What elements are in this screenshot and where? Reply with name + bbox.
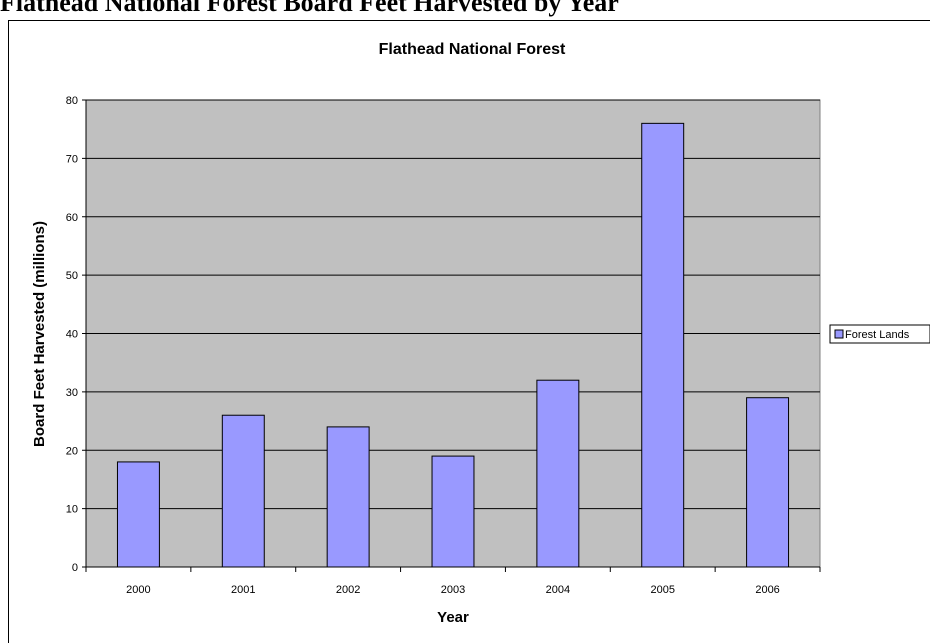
x-tick-label: 2002 [336, 584, 360, 596]
bar-2001 [221, 414, 265, 568]
x-axis-label: Year [437, 609, 469, 626]
bar-2000 [116, 461, 160, 568]
x-tick-label: 2000 [126, 584, 150, 596]
y-tick-label: 30 [66, 387, 78, 399]
x-tick-label: 2005 [650, 584, 674, 596]
x-axis: 2000 2001 2002 2003 2004 2005 2006 [85, 566, 821, 596]
bar-2004 [536, 379, 580, 568]
x-tick-label: 2003 [441, 584, 465, 596]
page-heading: Flathead National Forest Board Feet Harv… [0, 0, 619, 17]
y-tick-label: 10 [66, 504, 78, 516]
legend: Forest Lands [829, 324, 930, 344]
bar-2003 [431, 455, 475, 568]
chart-title: Flathead National Forest [379, 41, 566, 58]
bar-2006 [746, 397, 790, 568]
bar-2005 [641, 122, 685, 568]
legend-box [829, 324, 930, 344]
legend-label: Forest Lands [845, 329, 910, 341]
bar-2002 [326, 426, 370, 568]
y-axis-label: Board Feet Harvested (millions) [31, 221, 48, 447]
x-tick-label: 2001 [231, 584, 255, 596]
y-tick-label: 40 [66, 329, 78, 341]
y-tick-label: 70 [66, 153, 78, 165]
y-tick-label: 0 [72, 562, 78, 574]
x-tick-label: 2004 [546, 584, 570, 596]
y-tick-label: 20 [66, 445, 78, 457]
legend-swatch [834, 329, 844, 339]
y-tick-label: 80 [66, 95, 78, 107]
y-tick-label: 60 [66, 212, 78, 224]
x-tick-label: 2006 [755, 584, 779, 596]
bars [116, 122, 790, 568]
y-axis: 0 10 20 30 40 50 60 70 80 [66, 95, 87, 574]
y-tick-label: 50 [66, 270, 78, 282]
